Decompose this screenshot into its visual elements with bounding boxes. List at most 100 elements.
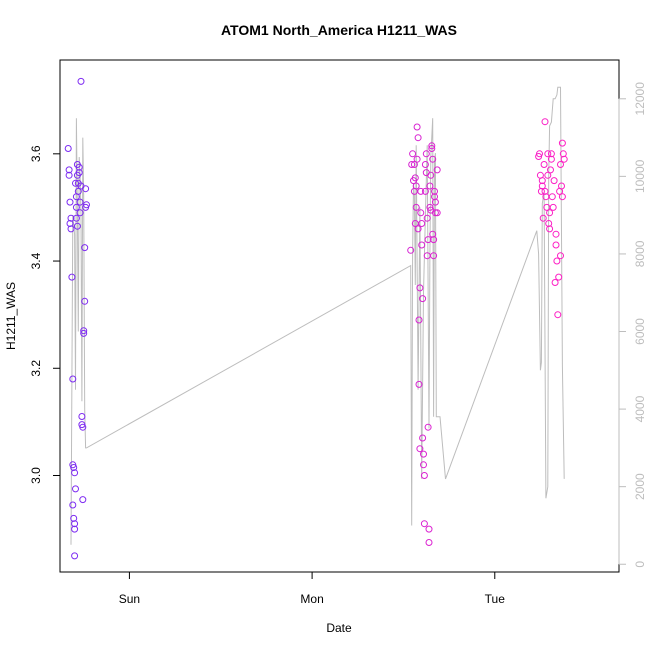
data-point <box>425 539 433 546</box>
data-point <box>414 134 422 142</box>
data-point <box>69 501 77 509</box>
y-tick-label: 3.2 <box>29 360 43 377</box>
data-point <box>547 150 555 158</box>
data-point <box>422 150 430 158</box>
data-point <box>419 295 427 303</box>
x-tick-label: Mon <box>300 592 323 606</box>
data-point <box>551 279 559 286</box>
data-point <box>70 464 78 471</box>
data-point <box>418 220 426 227</box>
data-point <box>77 77 85 85</box>
plot-frame <box>59 59 620 573</box>
data-point <box>538 182 546 190</box>
data-point <box>71 552 79 560</box>
data-point <box>416 445 424 453</box>
data-point <box>417 187 425 195</box>
x-axis-label: Date <box>326 621 352 635</box>
data-point <box>75 163 83 171</box>
data-point <box>417 209 425 217</box>
data-point <box>428 145 436 152</box>
data-point <box>420 450 427 458</box>
data-point <box>421 161 429 168</box>
x-axis: Sun Mon Tue <box>119 571 506 606</box>
data-point <box>538 177 546 185</box>
chart-title: ATOM1 North_America H1211_WAS <box>221 22 457 38</box>
y2-tick-label: 2000 <box>633 473 647 500</box>
data-point <box>68 273 76 281</box>
data-point <box>540 161 548 168</box>
data-point <box>557 252 564 260</box>
data-point <box>80 329 88 337</box>
data-point <box>71 520 79 528</box>
y2-tick-label: 12000 <box>633 82 647 116</box>
y-axis-label: H1211_WAS <box>4 282 18 350</box>
data-point <box>76 209 84 217</box>
x-tick-label: Sun <box>119 592 140 606</box>
data-point <box>70 514 78 522</box>
data-point <box>547 155 555 163</box>
data-point <box>71 525 79 533</box>
data-point <box>552 230 560 238</box>
data-point <box>430 252 438 260</box>
data-point <box>555 273 563 281</box>
data-point <box>75 169 83 177</box>
data-point <box>65 171 73 179</box>
data-point <box>424 423 432 431</box>
data-point <box>554 311 562 319</box>
data-point <box>425 525 433 533</box>
data-point <box>558 182 565 190</box>
data-point <box>72 203 80 211</box>
data-point <box>407 246 415 254</box>
data-point <box>546 225 554 233</box>
data-point <box>415 380 423 388</box>
y-tick-label: 3.4 <box>29 252 43 269</box>
altitude-line <box>70 86 565 545</box>
data-point <box>430 236 438 244</box>
data-point <box>544 171 552 179</box>
y-tick-label: 3.6 <box>29 145 43 162</box>
data-point <box>83 201 90 209</box>
data-point <box>421 187 429 195</box>
data-point <box>420 461 427 469</box>
data-point <box>71 469 79 477</box>
data-point <box>414 225 422 233</box>
data-point <box>72 485 79 493</box>
y2-tick-label: 0 <box>633 561 647 568</box>
y2-tick-label: 8000 <box>633 240 647 267</box>
y-tick-label: 3.0 <box>29 467 43 484</box>
data-point <box>74 187 82 195</box>
data-point <box>411 174 419 182</box>
data-point <box>420 520 428 528</box>
data-point <box>550 177 558 185</box>
data-point <box>65 166 73 174</box>
data-point <box>541 187 549 195</box>
data-point <box>67 225 75 233</box>
data-point <box>549 203 557 211</box>
data-point <box>423 252 431 260</box>
data-point <box>72 179 79 187</box>
data-point <box>420 472 428 479</box>
y2-axis: 0 2000 4000 6000 8000 10000 12000 <box>618 82 647 568</box>
data-point <box>547 166 554 174</box>
data-point <box>431 187 438 195</box>
data-point <box>73 222 81 230</box>
data-point <box>431 198 439 206</box>
y2-tick-label: 10000 <box>633 159 647 193</box>
x-tick-label: Tue <box>485 592 506 606</box>
scatter-points-layer <box>64 77 568 560</box>
data-point <box>64 145 72 152</box>
data-point <box>413 155 421 163</box>
y2-tick-label: 6000 <box>633 318 647 345</box>
data-point <box>72 214 80 222</box>
data-point <box>546 209 554 217</box>
y-axis: 3.0 3.2 3.4 3.6 <box>29 145 61 484</box>
data-point <box>81 297 89 305</box>
data-point <box>560 155 568 163</box>
data-point <box>552 241 560 249</box>
data-point <box>548 193 556 201</box>
data-point <box>544 150 552 158</box>
data-point <box>429 155 437 163</box>
data-point <box>553 257 561 265</box>
data-point <box>433 166 441 174</box>
